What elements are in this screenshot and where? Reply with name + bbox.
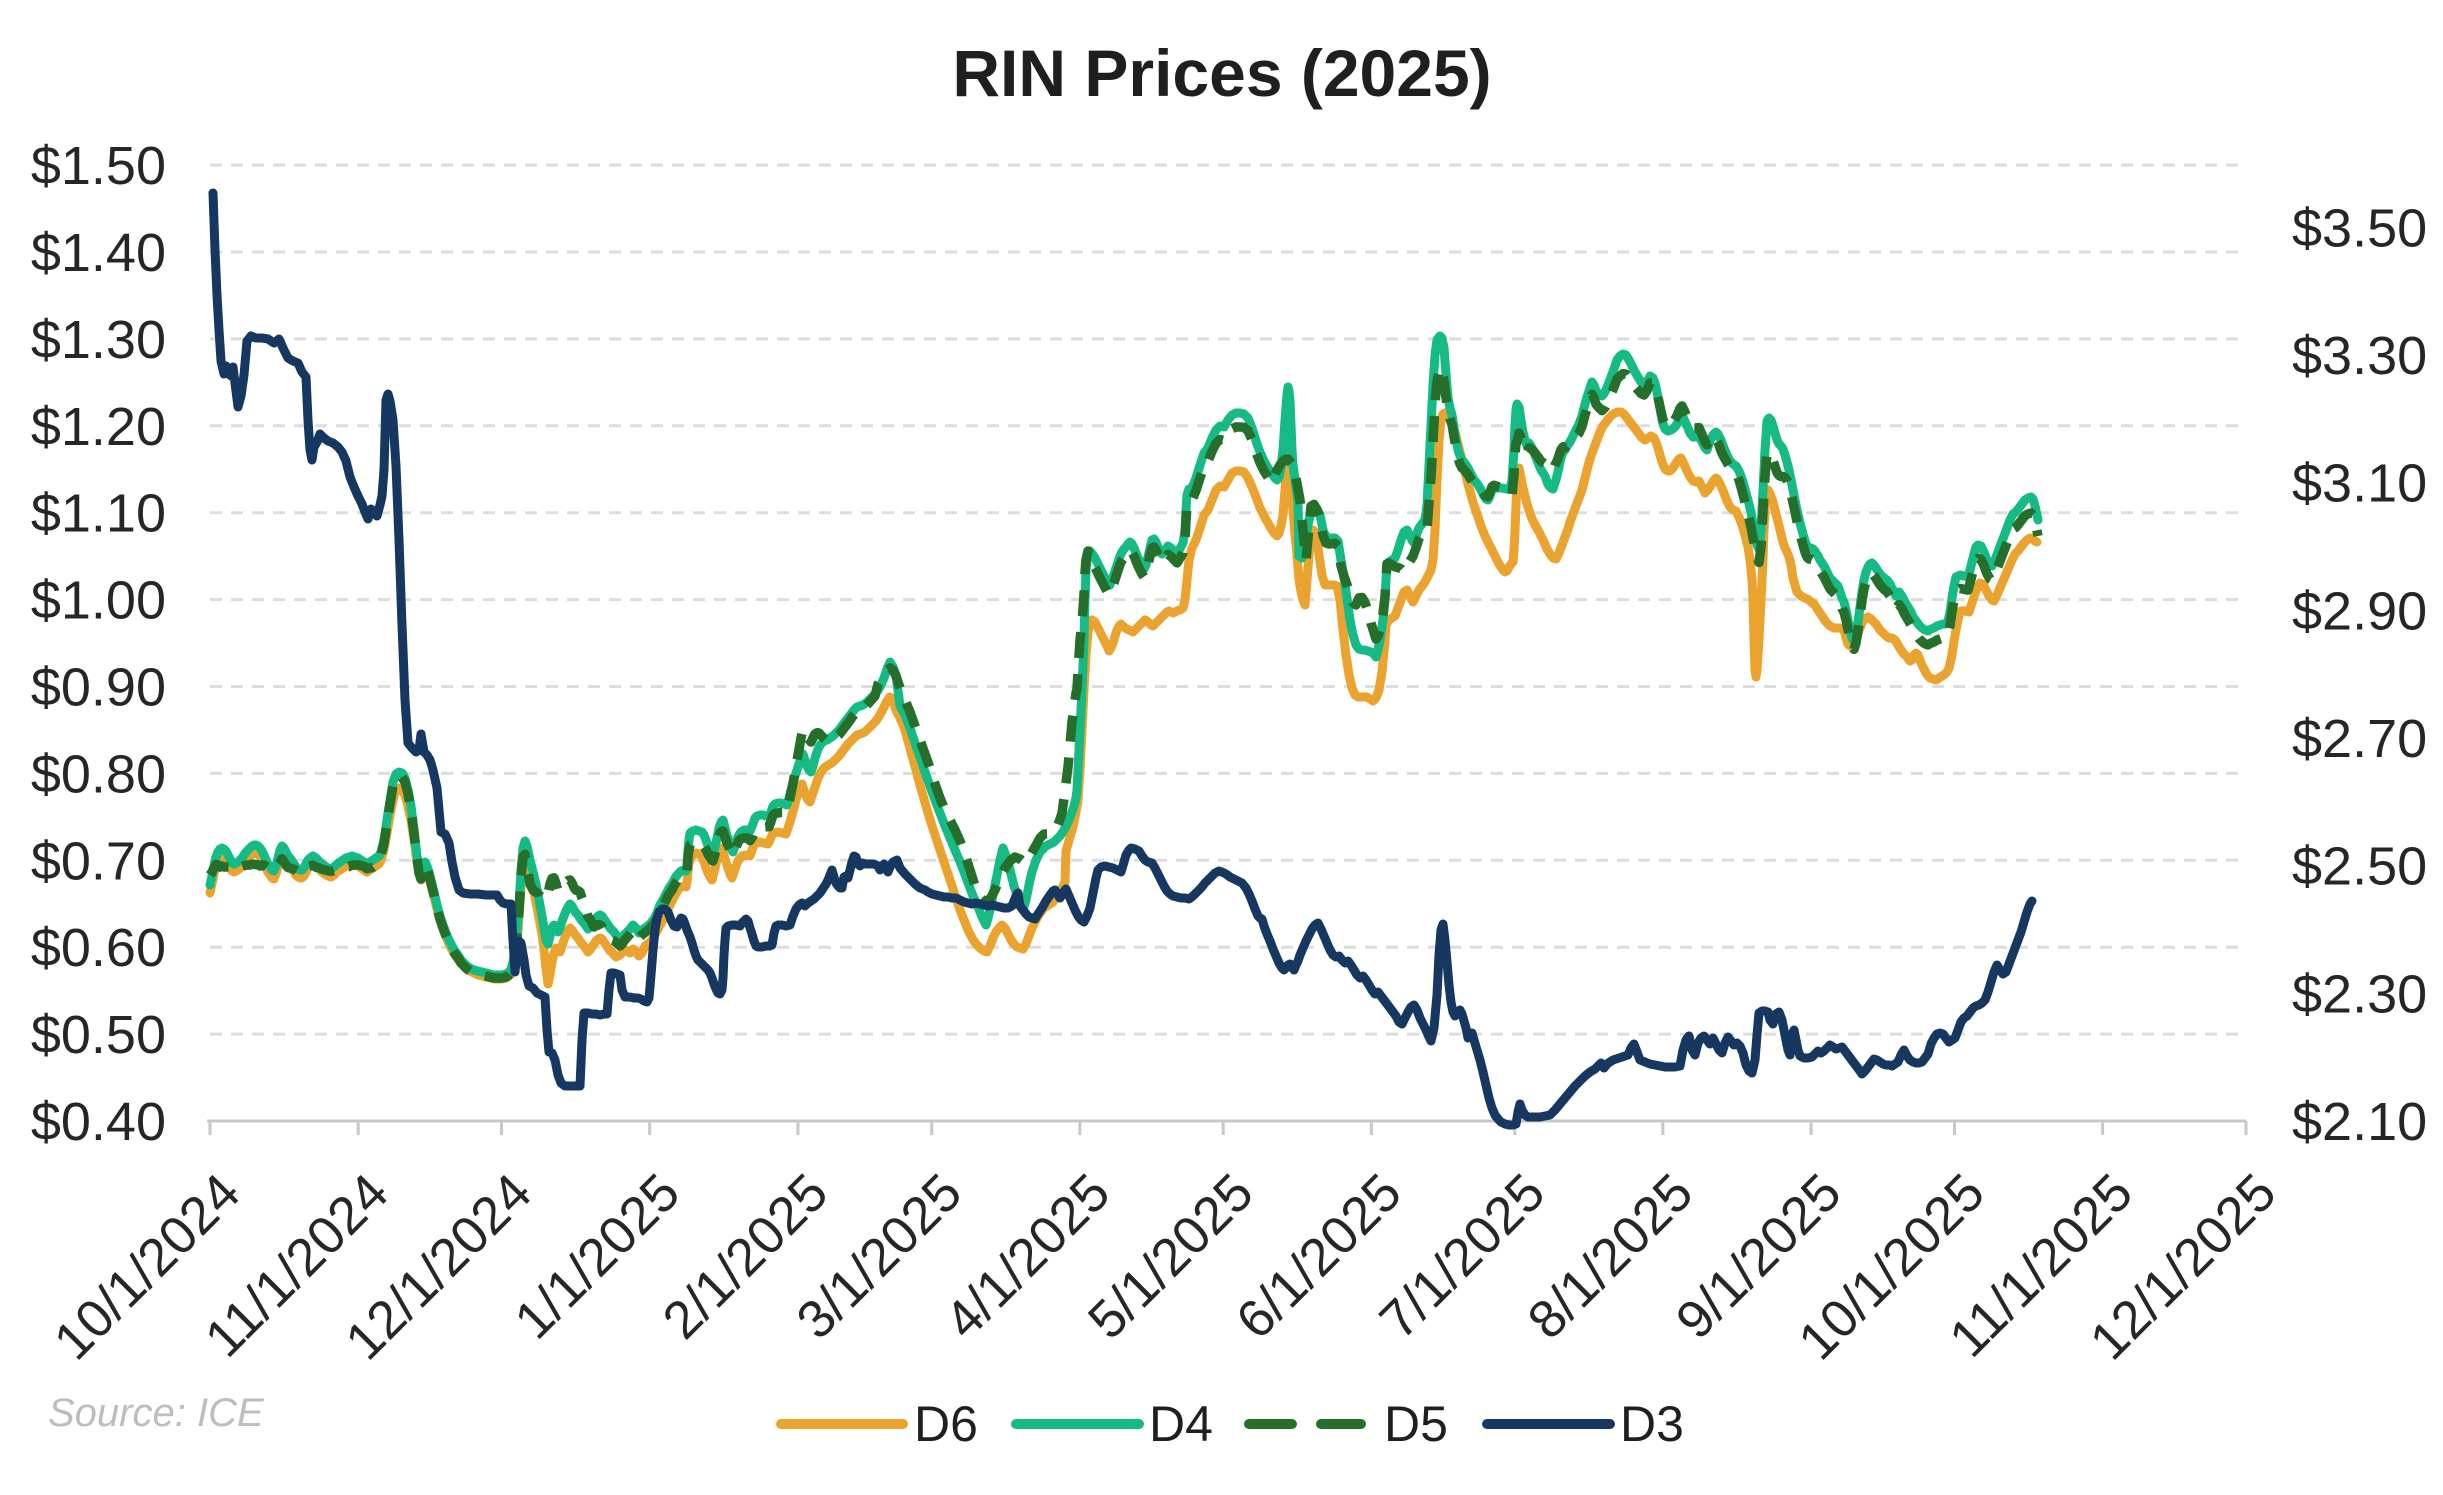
svg-text:Source: ICE: Source: ICE [48, 1391, 265, 1435]
svg-text:$0.40: $0.40 [31, 1092, 166, 1152]
svg-text:$1.20: $1.20 [31, 397, 166, 457]
svg-text:$1.40: $1.40 [31, 223, 166, 283]
svg-text:$1.00: $1.00 [31, 571, 166, 631]
svg-text:$2.50: $2.50 [2292, 837, 2427, 897]
svg-text:$1.30: $1.30 [31, 310, 166, 370]
svg-text:$0.70: $0.70 [31, 831, 166, 891]
svg-text:$3.50: $3.50 [2292, 198, 2427, 258]
svg-text:$1.50: $1.50 [31, 136, 166, 196]
svg-text:$0.60: $0.60 [31, 918, 166, 978]
svg-text:D3: D3 [1620, 1396, 1684, 1452]
svg-text:$0.50: $0.50 [31, 1005, 166, 1065]
svg-text:D4: D4 [1149, 1396, 1213, 1452]
svg-text:$2.70: $2.70 [2292, 709, 2427, 769]
svg-text:$1.10: $1.10 [31, 484, 166, 544]
svg-text:$2.30: $2.30 [2292, 964, 2427, 1024]
svg-text:RIN Prices (2025): RIN Prices (2025) [952, 36, 1491, 110]
svg-text:$3.30: $3.30 [2292, 326, 2427, 386]
svg-text:$2.90: $2.90 [2292, 581, 2427, 641]
svg-text:D5: D5 [1384, 1396, 1448, 1452]
svg-text:$2.10: $2.10 [2292, 1092, 2427, 1152]
svg-text:$0.80: $0.80 [31, 744, 166, 804]
svg-text:$0.90: $0.90 [31, 658, 166, 718]
svg-text:$3.10: $3.10 [2292, 454, 2427, 514]
svg-text:D6: D6 [914, 1396, 978, 1452]
